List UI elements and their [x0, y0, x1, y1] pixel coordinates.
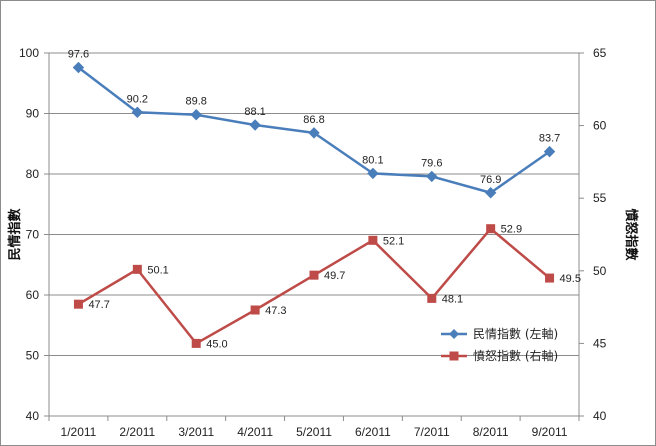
left-axis-title: 民情指數: [7, 208, 23, 260]
data-point-marker: [368, 235, 378, 245]
data-point-marker: [543, 145, 556, 158]
data-point-marker: [309, 270, 319, 280]
data-label: 83.7: [539, 133, 560, 145]
data-label: 76.9: [480, 174, 501, 186]
data-point-marker: [131, 106, 144, 118]
x-tick-label: 8/2011: [473, 425, 509, 439]
data-label: 50.1: [147, 264, 168, 276]
right-tick-label: 55: [593, 191, 607, 205]
data-label: 49.7: [324, 270, 345, 282]
data-point-marker: [73, 299, 83, 309]
x-tick-label: 5/2011: [296, 425, 332, 439]
data-label: 48.1: [442, 293, 463, 305]
data-point-marker: [249, 119, 261, 131]
left-tick-label: 60: [26, 288, 40, 302]
x-axis-ticks: 1/2011 2/2011 3/2011 4/2011 5/2011 6/2011 7/20…: [61, 425, 568, 439]
series-group: 97.6 90.2 89.8 88.1 86.8 80.1 79.6 76.9 83.7 47.7…: [68, 49, 581, 351]
legend: 民情指數 (左軸) 憤怒指數 (右軸): [441, 326, 558, 363]
data-label: 47.3: [265, 305, 286, 317]
data-label: 89.8: [186, 96, 207, 108]
data-point-marker: [427, 293, 437, 303]
data-point-marker: [484, 187, 497, 199]
left-tick-label: 80: [26, 167, 40, 181]
x-tick-label: 6/2011: [355, 425, 391, 439]
data-label: 45.0: [206, 338, 227, 350]
data-label: 90.2: [127, 93, 148, 105]
legend-marker: [449, 329, 459, 339]
left-tick-label: 70: [26, 228, 40, 242]
data-label: 97.6: [68, 49, 89, 61]
data-label: 80.1: [362, 154, 383, 166]
data-point-marker: [367, 167, 379, 180]
x-tick-label: 1/2011: [61, 425, 97, 439]
x-tick-label: 3/2011: [178, 425, 214, 439]
data-point-marker: [72, 61, 85, 74]
right-tick-label: 65: [593, 46, 607, 60]
data-point-marker: [308, 127, 320, 139]
right-axis-title: 憤怒指數: [623, 208, 639, 260]
axes: [44, 52, 584, 421]
x-tick-label: 9/2011: [532, 425, 568, 439]
data-point-marker: [250, 305, 260, 315]
data-label: 49.5: [560, 273, 581, 285]
right-axis-ticks: 40 45 50 55 60 65: [593, 46, 607, 423]
data-point-marker: [545, 273, 555, 283]
left-tick-label: 90: [26, 107, 40, 121]
series-2: 47.7 50.1 45.0 47.3 49.7 52.1 48.1 52.9 49.5: [73, 224, 581, 350]
data-point-marker: [426, 170, 438, 183]
left-tick-label: 40: [26, 409, 40, 423]
data-label: 47.7: [88, 299, 109, 311]
data-label: 52.9: [501, 224, 522, 236]
data-point-marker: [486, 224, 496, 234]
data-label: 88.1: [244, 106, 265, 118]
x-tick-label: 4/2011: [237, 425, 273, 439]
data-label: 79.6: [421, 157, 442, 169]
right-tick-label: 45: [593, 336, 607, 350]
data-label: 86.8: [303, 114, 324, 126]
series-1: 97.6 90.2 89.8 88.1 86.8 80.1 79.6 76.9 83.7: [68, 49, 560, 199]
data-point-marker: [132, 264, 142, 274]
data-point-marker: [191, 338, 201, 348]
data-label: 52.1: [383, 235, 404, 247]
right-tick-label: 60: [593, 119, 607, 133]
right-tick-label: 50: [593, 264, 607, 278]
legend-label: 憤怒指數 (右軸): [473, 348, 558, 363]
legend-label: 民情指數 (左軸): [473, 326, 558, 341]
data-point-marker: [190, 109, 202, 121]
left-tick-label: 50: [26, 349, 40, 363]
legend-marker: [449, 351, 459, 361]
right-tick-label: 40: [593, 409, 607, 423]
left-tick-label: 100: [19, 46, 39, 60]
left-axis-ticks: 40 50 60 70 80 90 100: [19, 46, 39, 423]
x-tick-label: 7/2011: [414, 425, 450, 439]
x-tick-label: 2/2011: [119, 425, 155, 439]
